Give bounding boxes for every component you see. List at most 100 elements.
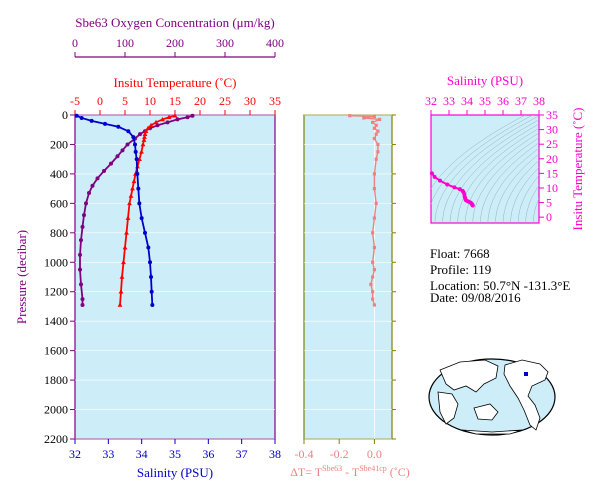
- pressure-tick-label: 400: [50, 167, 68, 181]
- oxygen-tick-label: 0: [72, 36, 78, 50]
- oxygen-data-point: [78, 267, 82, 272]
- delta-data-point: [372, 114, 376, 119]
- delta-data-point: [372, 187, 376, 191]
- map-landmass-eurasia: [439, 359, 499, 393]
- delta-data-point: [378, 117, 382, 122]
- temperature-data-point: [142, 131, 148, 136]
- ts-series: [429, 171, 475, 208]
- density-contour: [431, 115, 534, 205]
- temperature-data-point: [145, 125, 151, 131]
- salinity-tick-label: 38: [269, 447, 281, 461]
- temperature-data-point: [124, 230, 129, 235]
- salinity-data-point: [136, 186, 141, 191]
- temperature-data-point: [131, 178, 137, 184]
- delta-data-point: [372, 172, 376, 176]
- pressure-tick-label: 1200: [44, 285, 68, 299]
- temperature-data-point: [141, 137, 147, 142]
- salinity-data-point: [146, 245, 151, 250]
- temperature-data-point: [160, 116, 165, 122]
- salinity-data-point: [135, 171, 140, 176]
- temperature-data-point: [118, 289, 124, 294]
- salinity-data-point: [133, 142, 137, 147]
- oxygen-data-point: [84, 201, 88, 206]
- float-number: Float: 7668: [430, 246, 490, 261]
- delta-tick-label: -0.2: [330, 447, 349, 461]
- pressure-tick-label: 1000: [44, 255, 68, 269]
- pressure-tick-label: 600: [50, 196, 68, 210]
- delta-data-point: [374, 201, 378, 205]
- temperature-tick-label: 15: [169, 94, 181, 108]
- temperature-axis-ticks: -5 0 5 10 15 20 25 30 35: [70, 94, 281, 115]
- pressure-tick-label: 2200: [44, 432, 68, 446]
- salinity-data-point: [150, 302, 155, 307]
- ts-y-tick-label: 20: [546, 152, 558, 166]
- delta-data-point: [374, 157, 378, 161]
- delta-title-sup2: Sbe41cp: [359, 464, 387, 473]
- temperature-data-point: [130, 186, 135, 191]
- map-landmass-africa: [437, 391, 459, 425]
- ts-x-tick-label: 32: [425, 94, 437, 108]
- world-map: [428, 358, 556, 436]
- oxygen-data-point: [185, 115, 190, 120]
- float-location-marker: [524, 372, 528, 376]
- salinity-data-point: [79, 115, 84, 120]
- oxygen-data-point: [87, 191, 91, 196]
- delta-data-point: [348, 114, 352, 118]
- delta-data-point: [372, 245, 376, 250]
- delta-data-point: [362, 116, 366, 120]
- oxygen-data-point: [90, 183, 95, 188]
- salinity-data-point: [148, 260, 152, 265]
- delta-data-point: [372, 126, 376, 130]
- delta-title-sup1: Sbe63: [322, 464, 342, 473]
- temperature-tick-label: 30: [244, 94, 256, 108]
- temperature-tick-label: 10: [144, 94, 156, 108]
- temperature-data-point: [125, 215, 131, 220]
- pressure-tick-label: 200: [50, 137, 68, 151]
- density-contour: [449, 123, 539, 223]
- oxygen-data-point: [109, 161, 113, 166]
- oxygen-data-point: [115, 154, 120, 159]
- ts-x-tick-label: 33: [443, 94, 455, 108]
- temperature-data-point: [128, 193, 134, 198]
- delta-data-point: [376, 150, 380, 154]
- oxygen-data-point: [175, 117, 180, 122]
- ts-y-tick-label: 35: [546, 108, 558, 122]
- salinity-data-point: [126, 129, 131, 134]
- density-contour: [457, 128, 539, 223]
- salinity-data-point: [89, 118, 94, 123]
- pressure-tick-label: 800: [50, 226, 68, 240]
- delta-series: [348, 114, 382, 307]
- delta-tick-label: -0.4: [295, 447, 314, 461]
- density-contour: [495, 153, 539, 223]
- delta-data-point: [376, 129, 380, 133]
- ts-y-tick-label: 15: [546, 166, 558, 180]
- oxygen-tick-label: 200: [166, 36, 184, 50]
- temperature-data-point: [172, 113, 178, 118]
- temperature-data-point: [139, 149, 144, 154]
- ts-y-tick-label: 30: [546, 123, 558, 137]
- temperature-data-point: [148, 122, 154, 128]
- temperature-tick-label: 35: [269, 94, 281, 108]
- ts-data-point: [438, 178, 442, 183]
- density-contour: [517, 175, 539, 223]
- delta-data-point: [372, 216, 376, 220]
- delta-plot-area: [303, 114, 393, 440]
- pressure-tick-label: 1800: [44, 373, 68, 387]
- main-profile-series: [74, 113, 195, 307]
- ts-y-tick-label: 25: [546, 137, 558, 151]
- oxygen-axis-title: Sbe63 Oxygen Concentration (μm/kg): [75, 15, 274, 30]
- salinity-data-point: [143, 230, 147, 235]
- density-contour: [472, 137, 539, 223]
- delta-data-point: [374, 123, 378, 127]
- oxygen-data-point: [102, 168, 106, 173]
- oxygen-data-point: [80, 224, 85, 229]
- profile-number: Profile: 119: [430, 262, 491, 277]
- delta-data-point: [371, 231, 375, 235]
- oxygen-data-point: [155, 123, 160, 128]
- ts-x-tick-label: 34: [461, 94, 473, 108]
- salinity-data-point: [103, 121, 107, 126]
- oxygen-data-point: [120, 148, 125, 153]
- density-contour: [510, 167, 539, 223]
- density-contour: [502, 160, 539, 223]
